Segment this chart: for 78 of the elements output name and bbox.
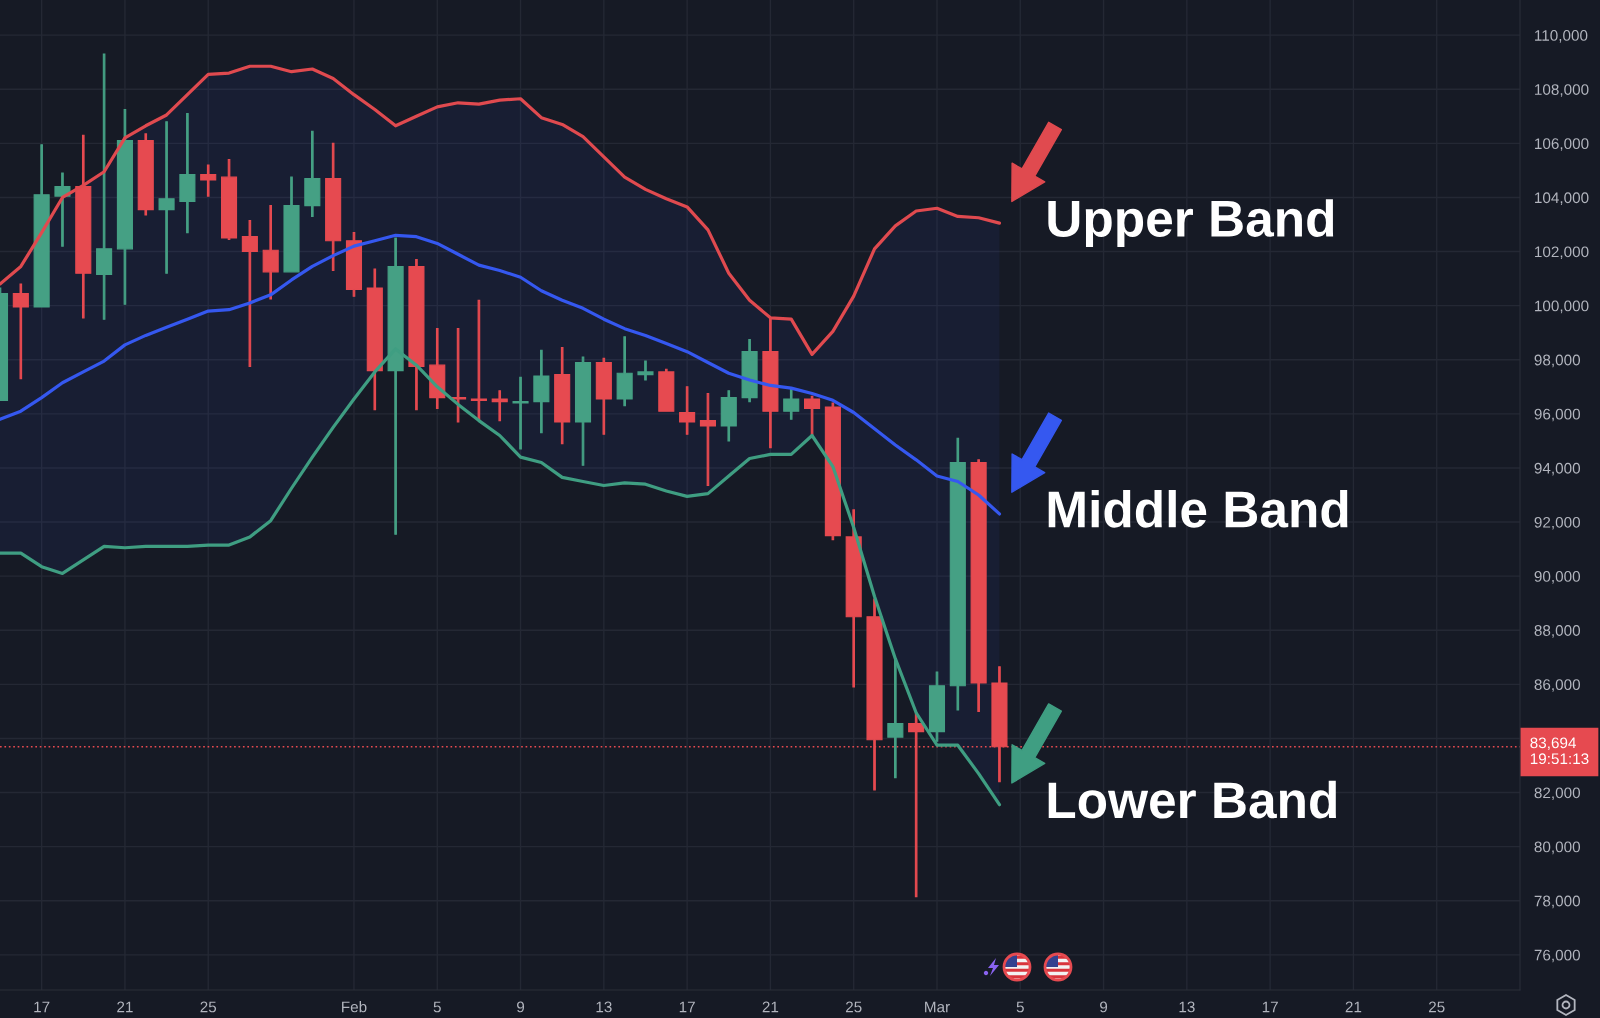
candlestick bbox=[262, 205, 279, 300]
candlestick bbox=[554, 347, 571, 445]
legend-label: Middle Band bbox=[1048, 489, 1348, 528]
y-tick-label: 94,000 bbox=[1534, 462, 1581, 476]
x-tick-label: 25 bbox=[845, 1001, 862, 1013]
y-tick-label: 78,000 bbox=[1534, 895, 1581, 909]
y-tick-label: 96,000 bbox=[1534, 408, 1581, 422]
x-tick-label: 13 bbox=[596, 1001, 612, 1013]
x-tick-label: 5 bbox=[1016, 1001, 1024, 1013]
y-tick-label: 108,000 bbox=[1535, 84, 1589, 97]
candlestick bbox=[741, 338, 758, 403]
candlestick bbox=[158, 121, 175, 274]
candlestick bbox=[970, 459, 987, 712]
candlestick bbox=[658, 368, 675, 412]
x-tick-label: 25 bbox=[200, 1001, 217, 1013]
candlestick bbox=[345, 232, 363, 297]
y-tick-label: 76,000 bbox=[1534, 949, 1581, 963]
candlestick bbox=[824, 402, 841, 541]
candlestick bbox=[783, 388, 800, 420]
candlestick bbox=[470, 299, 487, 422]
y-tick-label: 86,000 bbox=[1534, 679, 1581, 692]
x-tick-label: 21 bbox=[762, 1001, 779, 1013]
candlestick bbox=[804, 395, 821, 437]
candlestick bbox=[574, 356, 592, 466]
y-tick-label: 100,000 bbox=[1535, 300, 1589, 314]
y-tick-label: 104,000 bbox=[1535, 192, 1589, 205]
x-tick-label: 25 bbox=[1428, 1001, 1445, 1013]
legend-label: Lower Band bbox=[1048, 780, 1336, 819]
candlestick bbox=[283, 176, 300, 273]
candlestick bbox=[637, 360, 654, 381]
x-tick-label: 13 bbox=[1179, 1001, 1195, 1013]
candlestick bbox=[179, 113, 196, 234]
candlestick bbox=[949, 437, 966, 711]
y-tick-label: 92,000 bbox=[1534, 516, 1581, 530]
candlestick bbox=[304, 130, 321, 217]
candlestick bbox=[325, 142, 342, 272]
candlestick bbox=[241, 219, 258, 368]
y-tick-label: 90,000 bbox=[1534, 571, 1581, 584]
x-tick-label: 9 bbox=[1100, 1001, 1108, 1013]
x-tick-label: 21 bbox=[117, 1001, 133, 1013]
x-tick-label: 21 bbox=[1345, 1001, 1362, 1013]
candlestick bbox=[533, 349, 550, 434]
y-tick-label: 82,000 bbox=[1534, 787, 1581, 801]
candlestick bbox=[116, 108, 133, 305]
candlestick bbox=[845, 509, 862, 688]
candlestick bbox=[616, 336, 633, 407]
x-tick-label: 9 bbox=[517, 1001, 525, 1013]
x-tick-label: 5 bbox=[433, 1001, 441, 1013]
candlestick bbox=[928, 671, 946, 742]
y-tick-label: 102,000 bbox=[1535, 246, 1589, 260]
candlestick bbox=[137, 133, 154, 216]
x-tick-label: Mar bbox=[925, 1001, 950, 1013]
candlestick bbox=[408, 259, 425, 411]
candlestick bbox=[512, 376, 529, 450]
candlestick bbox=[200, 164, 217, 197]
y-tick-label: 98,000 bbox=[1534, 354, 1581, 368]
ref-line-label: 83,694 19:51:13 bbox=[1530, 737, 1589, 765]
candlestick bbox=[679, 386, 696, 435]
candlestick bbox=[220, 159, 238, 240]
candlestick bbox=[33, 144, 50, 308]
candlestick bbox=[450, 328, 467, 423]
y-tick-label: 88,000 bbox=[1534, 625, 1581, 638]
legend-label: Upper Band bbox=[1048, 199, 1334, 248]
candlestick bbox=[595, 357, 612, 435]
candlestick bbox=[12, 283, 29, 380]
candlestick bbox=[75, 134, 92, 319]
candlestick bbox=[491, 390, 508, 422]
x-tick-label: Feb bbox=[342, 1001, 367, 1013]
y-tick-label: 110,000 bbox=[1535, 30, 1588, 43]
y-tick-label: 80,000 bbox=[1534, 841, 1581, 855]
x-tick-label: 17 bbox=[1262, 1001, 1278, 1013]
x-tick-label: 17 bbox=[34, 1001, 50, 1013]
candlestick bbox=[366, 268, 383, 411]
candlestick bbox=[96, 53, 113, 320]
y-tick-label: 106,000 bbox=[1535, 138, 1589, 151]
candlestick bbox=[887, 659, 904, 779]
candlestick bbox=[720, 390, 737, 442]
x-tick-label: 17 bbox=[679, 1001, 695, 1013]
